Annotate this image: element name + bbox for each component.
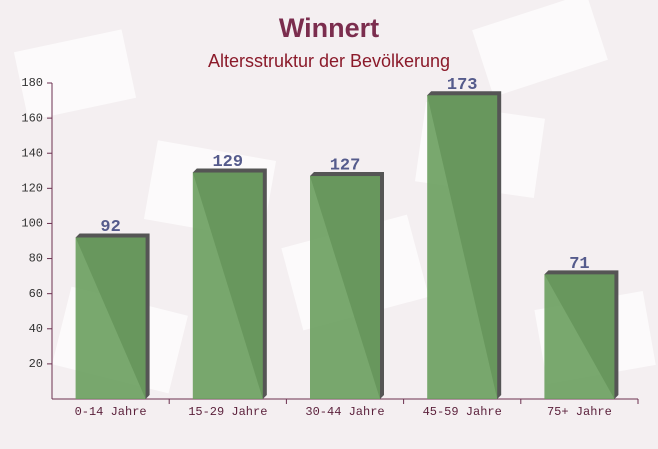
y-tick-label: 100 [21,217,43,231]
y-tick-label: 80 [29,252,43,266]
value-label: 71 [569,255,589,274]
bar [310,176,380,399]
y-tick-label: 20 [29,357,43,371]
y-tick-label: 40 [29,322,43,336]
y-tick-label: 140 [21,146,43,160]
value-label: 173 [447,76,478,95]
bar [75,237,146,399]
y-tick-label: 160 [21,111,43,125]
y-tick-label: 180 [21,76,43,90]
y-tick-label: 60 [29,287,43,301]
x-tick-label: 45-59 Jahre [423,405,502,419]
bar [427,95,498,400]
x-tick-label: 0-14 Jahre [75,405,147,419]
value-label: 129 [212,153,243,172]
value-label: 92 [100,218,120,237]
value-label: 127 [330,157,361,176]
chart-title: Winnert [279,13,379,43]
y-tick-label: 120 [21,182,43,196]
x-tick-label: 15-29 Jahre [188,405,267,419]
bar [192,172,263,399]
chart-subtitle: Altersstruktur der Bevölkerung [208,51,450,71]
bar [544,274,615,399]
x-tick-label: 75+ Jahre [547,405,612,419]
x-tick-label: 30-44 Jahre [305,405,384,419]
